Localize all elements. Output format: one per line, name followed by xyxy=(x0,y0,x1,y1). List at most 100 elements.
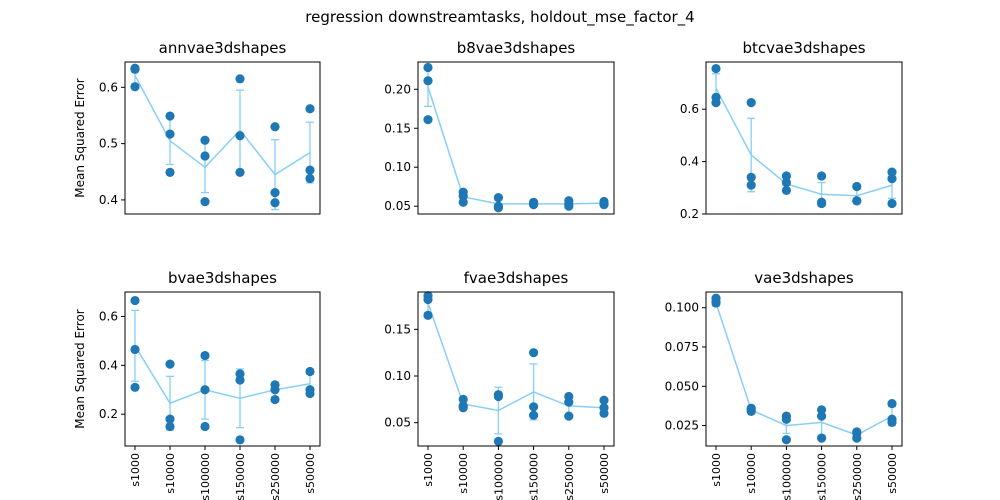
subplot-title: bvae3dshapes xyxy=(168,269,277,287)
subplot-btcvae3dshapes: btcvae3dshapes 0.2 0.4 0.6 xyxy=(680,39,903,221)
data-point xyxy=(852,433,862,443)
subplot-annvae3dshapes: annvae3dshapes 0.4 0.5 0.6 Mean Squared Erro… xyxy=(73,39,321,215)
y-tick-label: 0.4 xyxy=(680,155,699,169)
data-point xyxy=(852,181,862,192)
y-tick-label: 0.050 xyxy=(665,379,699,393)
data-point xyxy=(423,76,433,86)
data-point xyxy=(165,421,175,432)
data-point xyxy=(423,115,433,125)
data-point xyxy=(305,165,315,175)
error-bar xyxy=(236,89,244,171)
y-tick-label: 0.10 xyxy=(384,369,411,383)
data-point xyxy=(423,310,433,320)
axes-frame xyxy=(417,291,615,447)
y-tick-label: 0.2 xyxy=(99,407,118,421)
subplot-b8vae3dshapes: b8vae3dshapes 0.05 0.10 0.15 0.20 xyxy=(384,39,615,215)
data-point xyxy=(305,388,315,399)
data-point xyxy=(200,385,210,395)
data-point xyxy=(746,406,756,417)
data-point xyxy=(458,197,468,207)
x-tick-label: s50000 xyxy=(886,453,899,494)
data-point xyxy=(817,405,827,415)
data-point xyxy=(235,131,245,141)
series-mean-line xyxy=(134,345,311,405)
x-tick-label: s150000 xyxy=(234,453,247,500)
error-bar xyxy=(201,141,209,194)
data-point xyxy=(599,408,609,418)
data-point xyxy=(599,395,609,405)
data-point xyxy=(130,64,140,74)
axes-frame xyxy=(705,291,903,447)
y-tick-label: 0.5 xyxy=(99,137,118,151)
data-point xyxy=(817,433,827,443)
data-point xyxy=(746,98,756,108)
x-tick-label: s1000 xyxy=(710,453,723,487)
data-point xyxy=(817,411,827,421)
data-point xyxy=(529,348,539,358)
data-point xyxy=(599,200,609,210)
x-tick-label: s100000 xyxy=(492,453,505,500)
data-point xyxy=(130,82,140,92)
data-point xyxy=(817,171,827,181)
data-point xyxy=(493,436,503,446)
data-point xyxy=(270,394,280,405)
y-tick-label: 0.2 xyxy=(680,207,699,221)
data-point xyxy=(200,135,210,145)
axes-frame xyxy=(124,291,321,447)
series-mean-line xyxy=(427,86,605,205)
data-point xyxy=(564,397,574,407)
error-bar xyxy=(271,139,279,211)
error-bar xyxy=(166,116,174,166)
data-point xyxy=(235,167,245,177)
series-mean-line xyxy=(134,75,311,176)
series-mean-line xyxy=(715,302,893,436)
panels: annvae3dshapes 0.4 0.5 0.6 Mean Squared Erro… xyxy=(73,39,903,500)
y-axis-label: Mean Squared Error xyxy=(73,78,87,198)
y-tick-label: 0.15 xyxy=(384,322,411,336)
y-tick-label: 0.05 xyxy=(384,199,411,213)
x-tick-label: s100000 xyxy=(780,453,793,500)
x-tick-label: s250000 xyxy=(563,453,576,500)
data-point xyxy=(130,344,140,355)
y-tick-label: 0.20 xyxy=(384,82,411,96)
y-tick-label: 0.4 xyxy=(99,193,118,207)
data-point xyxy=(493,203,503,213)
data-point xyxy=(165,167,175,177)
data-point xyxy=(493,391,503,402)
subplot-bvae3dshapes: bvae3dshapes 0.2 0.4 0.6 s1000 s10000 s100000 s… xyxy=(73,269,321,500)
data-point xyxy=(200,151,210,161)
data-point xyxy=(781,177,792,188)
data-point xyxy=(529,410,539,420)
data-point xyxy=(564,411,574,421)
data-point xyxy=(270,188,280,198)
data-point xyxy=(711,98,721,108)
x-tick-label: s250000 xyxy=(269,453,282,500)
data-point xyxy=(493,193,503,203)
y-tick-label: 0.100 xyxy=(665,301,699,315)
data-point xyxy=(781,435,792,445)
subplot-title: vae3dshapes xyxy=(754,269,854,287)
data-point xyxy=(305,366,315,377)
data-point xyxy=(305,104,315,114)
subplot-fvae3dshapes: fvae3dshapes 0.05 0.10 0.15 s1000 s10000 s1000… xyxy=(384,269,615,500)
y-tick-label: 0.075 xyxy=(665,340,699,354)
x-tick-label: s50000 xyxy=(598,453,611,494)
y-axis-label: Mean Squared Error xyxy=(73,309,87,429)
data-point xyxy=(529,402,539,412)
y-tick-label: 0.10 xyxy=(384,160,411,174)
data-point xyxy=(887,167,897,177)
y-tick-label: 0.4 xyxy=(99,358,118,372)
series-mean-line xyxy=(427,302,605,412)
error-bar xyxy=(424,66,432,108)
data-point xyxy=(852,196,862,206)
data-point xyxy=(746,180,756,190)
x-tick-label: s10000 xyxy=(745,453,758,494)
subplot-vae3dshapes: vae3dshapes 0.025 0.050 0.075 0.100 s1000 s100… xyxy=(665,269,903,500)
x-tick-label: s100000 xyxy=(199,453,212,500)
x-tick-label: s50000 xyxy=(304,453,317,494)
y-tick-label: 0.025 xyxy=(665,419,699,433)
axes-frame xyxy=(417,61,615,215)
data-point xyxy=(781,414,792,424)
data-point xyxy=(781,185,792,196)
